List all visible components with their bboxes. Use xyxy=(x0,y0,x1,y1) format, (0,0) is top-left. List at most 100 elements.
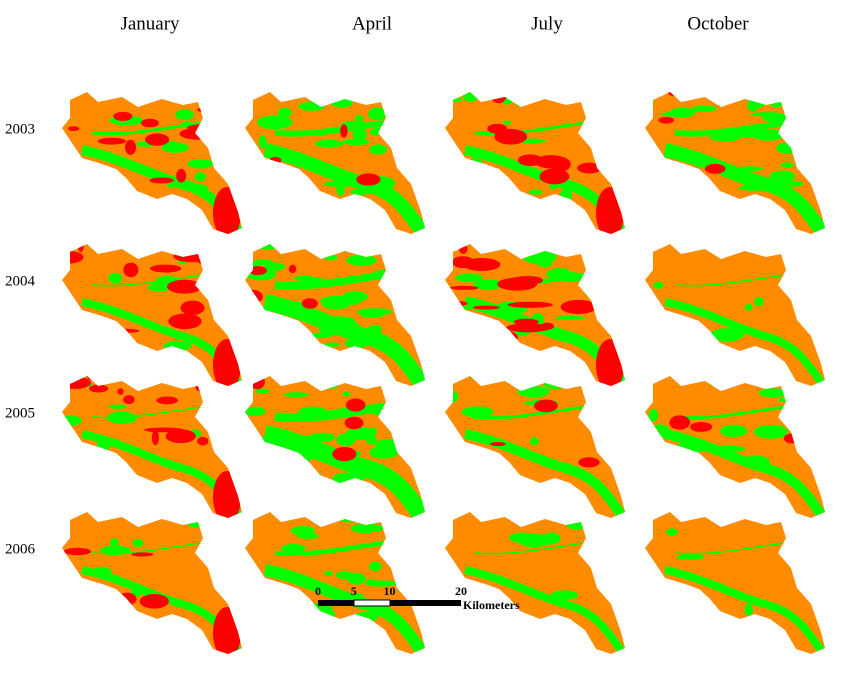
basin-fill xyxy=(58,370,247,523)
page: JanuaryAprilJulyOctober2003200420052006 … xyxy=(0,0,843,674)
red-patch xyxy=(168,313,201,329)
red-patch xyxy=(156,397,178,405)
red-patch xyxy=(173,250,209,262)
red-patch xyxy=(78,238,84,252)
vegetation-patch xyxy=(248,161,281,165)
red-patch xyxy=(125,140,136,155)
red-patch xyxy=(123,263,138,278)
basin-fill xyxy=(245,506,430,658)
vegetation-patch xyxy=(187,159,213,169)
vegetation-patch xyxy=(294,276,313,281)
vegetation-patch xyxy=(354,612,379,622)
vegetation-patch xyxy=(261,189,285,200)
basin-fill xyxy=(430,236,630,391)
basin-map xyxy=(644,236,830,390)
vegetation-patch xyxy=(343,291,368,302)
red-patch xyxy=(179,128,216,140)
vegetation-patch xyxy=(336,571,353,579)
vegetation-patch xyxy=(234,460,266,468)
vegetation-patch xyxy=(501,306,510,313)
vegetation-patch xyxy=(259,135,267,148)
red-patch xyxy=(195,382,220,394)
red-patch xyxy=(149,177,174,183)
vegetation-patch xyxy=(239,167,267,178)
red-patch xyxy=(199,548,216,555)
basin-map xyxy=(241,238,430,390)
vegetation-patch xyxy=(242,392,251,400)
vegetation-patch xyxy=(349,86,365,95)
vegetation-patch xyxy=(345,338,369,348)
red-patch xyxy=(649,87,657,99)
basin-fill xyxy=(645,372,830,522)
basin-fill xyxy=(445,88,630,239)
vegetation-patch xyxy=(299,102,326,111)
column-label: October xyxy=(687,13,749,34)
row-label: 2006 xyxy=(5,541,36,557)
basin-map xyxy=(631,504,830,658)
vegetation-patch xyxy=(781,162,794,167)
vegetation-patch xyxy=(372,270,408,274)
red-patch xyxy=(494,129,527,145)
red-patch xyxy=(345,417,364,429)
scale-segment xyxy=(318,600,354,606)
vegetation-patch xyxy=(175,109,193,120)
vegetation-patch xyxy=(333,238,361,252)
vegetation-patch xyxy=(670,107,695,117)
vegetation-patch xyxy=(517,386,550,397)
basin-map xyxy=(239,85,430,238)
vegetation-patch xyxy=(153,90,180,99)
vegetation-patch xyxy=(754,425,788,439)
vegetation-patch xyxy=(644,317,662,328)
vegetation-patch xyxy=(288,435,320,443)
vegetation-patch xyxy=(530,437,539,445)
vegetation-patch xyxy=(252,329,268,336)
basin-map xyxy=(245,506,430,658)
vegetation-patch xyxy=(435,450,454,456)
vegetation-patch xyxy=(350,524,383,533)
red-patch xyxy=(506,323,550,332)
scale-segment xyxy=(390,600,461,606)
red-patch xyxy=(289,265,296,273)
vegetation-patch xyxy=(636,100,655,104)
vegetation-patch xyxy=(322,316,355,326)
vegetation-patch xyxy=(233,442,268,448)
vegetation-patch xyxy=(261,608,272,620)
vegetation-patch xyxy=(745,304,753,311)
red-patch xyxy=(75,593,92,604)
vegetation-patch xyxy=(666,528,678,535)
red-patch xyxy=(187,124,218,131)
basin-base xyxy=(245,508,430,658)
vegetation-patch xyxy=(355,115,363,121)
vegetation-patch xyxy=(444,329,455,335)
vegetation-patch xyxy=(244,85,269,91)
red-patch xyxy=(64,548,91,555)
red-patch xyxy=(105,329,140,333)
basin-fill xyxy=(435,372,630,522)
vegetation-patch xyxy=(551,590,578,600)
red-patch xyxy=(535,155,568,168)
vegetation-patch xyxy=(648,409,658,422)
basin-fill xyxy=(631,504,830,658)
red-patch xyxy=(127,508,146,517)
red-patch xyxy=(249,266,267,275)
row-label: 2005 xyxy=(5,405,35,421)
red-patch xyxy=(167,280,202,294)
vegetation-patch xyxy=(195,172,206,181)
red-patch xyxy=(669,415,690,429)
vegetation-patch xyxy=(676,442,710,453)
red-zone xyxy=(596,339,624,391)
basin-base xyxy=(645,240,830,390)
column-label: January xyxy=(120,13,180,34)
red-patch xyxy=(176,169,186,183)
vegetation-patch xyxy=(538,248,551,254)
vegetation-patch xyxy=(692,105,716,111)
vegetation-patch xyxy=(352,129,367,140)
column-label: July xyxy=(531,13,563,34)
vegetation-patch xyxy=(750,112,783,117)
vegetation-patch xyxy=(329,506,353,513)
vegetation-patch xyxy=(257,115,293,129)
red-patch xyxy=(473,306,499,310)
red-patch xyxy=(705,164,726,174)
basin-map xyxy=(636,85,830,238)
vegetation-patch xyxy=(319,371,352,381)
